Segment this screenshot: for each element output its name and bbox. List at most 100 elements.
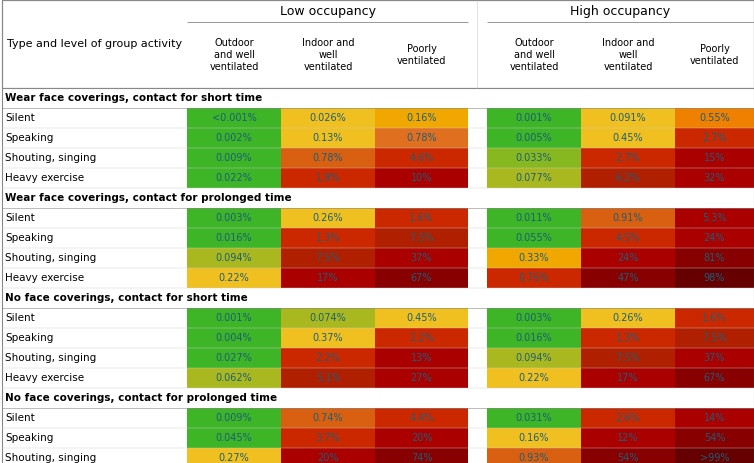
Bar	[281, 348, 375, 368]
Bar	[581, 368, 675, 388]
Text: 7.5%: 7.5%	[702, 333, 727, 343]
Text: <0.001%: <0.001%	[212, 113, 256, 123]
Text: 0.37%: 0.37%	[313, 333, 343, 343]
Text: 74%: 74%	[411, 453, 432, 463]
Bar	[675, 448, 754, 463]
Text: 0.001%: 0.001%	[216, 313, 253, 323]
Text: 0.016%: 0.016%	[216, 233, 253, 243]
Bar	[675, 248, 754, 268]
Bar	[2, 388, 754, 408]
Text: 47%: 47%	[618, 273, 639, 283]
Bar	[281, 168, 375, 188]
Bar	[2, 208, 187, 228]
Text: Heavy exercise: Heavy exercise	[5, 173, 84, 183]
Text: 15%: 15%	[703, 153, 725, 163]
Bar	[187, 428, 281, 448]
Text: 0.022%: 0.022%	[216, 173, 253, 183]
Bar	[187, 228, 281, 248]
Text: 0.33%: 0.33%	[519, 253, 549, 263]
Bar	[581, 328, 675, 348]
Bar	[375, 228, 468, 248]
Bar	[581, 348, 675, 368]
Text: 0.26%: 0.26%	[613, 313, 643, 323]
Bar	[2, 368, 187, 388]
Bar	[675, 328, 754, 348]
Bar	[581, 408, 675, 428]
Bar	[581, 148, 675, 168]
Bar	[281, 248, 375, 268]
Text: Outdoor
and well
ventilated: Outdoor and well ventilated	[210, 38, 259, 72]
Text: 54%: 54%	[618, 453, 639, 463]
Bar	[187, 448, 281, 463]
Bar	[2, 268, 187, 288]
Text: 1.3%: 1.3%	[616, 333, 640, 343]
Bar	[581, 168, 675, 188]
Bar	[487, 328, 581, 348]
Text: 0.009%: 0.009%	[216, 413, 253, 423]
Text: 54%: 54%	[703, 433, 725, 443]
Text: 98%: 98%	[703, 273, 725, 283]
Bar	[187, 248, 281, 268]
Text: 5.1%: 5.1%	[316, 373, 340, 383]
Text: 37%: 37%	[411, 253, 432, 263]
Bar	[281, 368, 375, 388]
Bar	[2, 308, 187, 328]
Text: Silent: Silent	[5, 413, 35, 423]
Text: 0.016%: 0.016%	[516, 333, 553, 343]
Text: Outdoor
and well
ventilated: Outdoor and well ventilated	[509, 38, 559, 72]
Text: 0.031%: 0.031%	[516, 413, 553, 423]
Bar	[487, 308, 581, 328]
Bar	[675, 228, 754, 248]
Bar	[2, 348, 187, 368]
Text: 17%: 17%	[317, 273, 339, 283]
Bar	[281, 108, 375, 128]
Text: 0.91%: 0.91%	[613, 213, 643, 223]
Bar	[675, 128, 754, 148]
Text: 0.13%: 0.13%	[313, 133, 343, 143]
Text: Poorly
ventilated: Poorly ventilated	[690, 44, 739, 66]
Bar	[675, 308, 754, 328]
Bar	[675, 348, 754, 368]
Text: Silent: Silent	[5, 313, 35, 323]
Bar	[187, 368, 281, 388]
Bar	[487, 108, 581, 128]
Bar	[2, 448, 187, 463]
Bar	[375, 168, 468, 188]
Bar	[487, 128, 581, 148]
Text: 37%: 37%	[703, 353, 725, 363]
Bar	[487, 168, 581, 188]
Bar	[581, 268, 675, 288]
Text: Type and level of group activity: Type and level of group activity	[7, 39, 182, 49]
Text: Speaking: Speaking	[5, 433, 54, 443]
Bar	[2, 188, 754, 208]
Text: 0.16%: 0.16%	[406, 113, 437, 123]
Bar	[2, 248, 187, 268]
Text: 0.16%: 0.16%	[519, 433, 549, 443]
Bar	[487, 368, 581, 388]
Text: 12%: 12%	[618, 433, 639, 443]
Bar	[675, 208, 754, 228]
Text: 0.094%: 0.094%	[516, 353, 553, 363]
Text: 0.094%: 0.094%	[216, 253, 253, 263]
Text: 0.78%: 0.78%	[313, 153, 343, 163]
Bar	[375, 108, 468, 128]
Bar	[187, 308, 281, 328]
Text: 2.2%: 2.2%	[409, 333, 434, 343]
Bar	[487, 448, 581, 463]
Bar	[187, 208, 281, 228]
Text: 0.005%: 0.005%	[516, 133, 553, 143]
Text: 81%: 81%	[703, 253, 725, 263]
Text: 0.003%: 0.003%	[216, 213, 253, 223]
Bar	[487, 348, 581, 368]
Bar	[487, 228, 581, 248]
Text: 4.6%: 4.6%	[409, 153, 434, 163]
Text: Heavy exercise: Heavy exercise	[5, 273, 84, 283]
Bar	[281, 148, 375, 168]
Bar	[375, 448, 468, 463]
Text: 13%: 13%	[411, 353, 432, 363]
Text: 4.5%: 4.5%	[616, 233, 640, 243]
Text: High occupancy: High occupancy	[571, 6, 670, 19]
Text: 67%: 67%	[411, 273, 432, 283]
Text: 14%: 14%	[703, 413, 725, 423]
Bar	[375, 208, 468, 228]
